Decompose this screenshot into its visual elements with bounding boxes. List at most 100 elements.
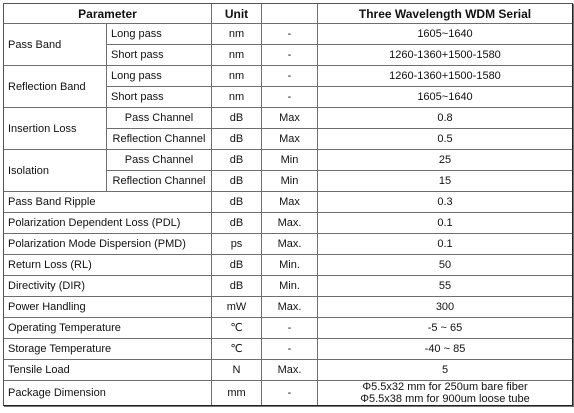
param-group-label: Reflection Band (4, 66, 107, 108)
value-cell: 1260-1360+1500-1580 (318, 45, 572, 66)
unit-cell: dB (212, 171, 262, 192)
table-row: Short pass nm - 1605~1640 (4, 87, 572, 108)
table-row: Tensile Load N Max. 5 (4, 360, 572, 381)
qualifier-cell: - (262, 24, 318, 45)
param-label: Package Dimension (4, 381, 212, 405)
qualifier-cell: Min. (262, 255, 318, 276)
qualifier-cell: Min (262, 150, 318, 171)
table-row: Directivity (DIR) dB Min. 55 (4, 276, 572, 297)
table-row: Reflection Channel dB Min 15 (4, 171, 572, 192)
param-sub-label: Long pass (107, 24, 212, 45)
value-cell: -40 ~ 85 (318, 339, 572, 360)
qualifier-cell: Max (262, 108, 318, 129)
value-cell: 1605~1640 (318, 24, 572, 45)
qualifier-cell: - (262, 66, 318, 87)
value-cell: 0.3 (318, 192, 572, 213)
header-unit: Unit (212, 4, 262, 24)
value-cell: -5 ~ 65 (318, 318, 572, 339)
table-row: Pass Band Long pass nm - 1605~1640 (4, 24, 572, 66)
table-row: Reflection Channel dB Max 0.5 (4, 129, 572, 150)
value-cell: Φ5.5x32 mm for 250um bare fiber Φ5.5x38 … (318, 381, 572, 405)
param-sub-label: Reflection Channel (107, 129, 212, 150)
unit-cell: ℃ (212, 318, 262, 339)
header-qualifier (262, 4, 318, 24)
header-parameter: Parameter (4, 4, 212, 24)
param-label: Operating Temperature (4, 318, 212, 339)
param-sub-label: Short pass (107, 45, 212, 66)
table-row: Short pass nm - 1260-1360+1500-1580 (4, 45, 572, 66)
unit-cell: dB (212, 255, 262, 276)
spec-table-container: Parameter Unit Three Wavelength WDM Seri… (3, 3, 573, 406)
unit-cell: dB (212, 276, 262, 297)
qualifier-cell: Max (262, 129, 318, 150)
value-cell: 0.8 (318, 108, 572, 129)
qualifier-cell: - (262, 381, 318, 405)
value-cell: 1260-1360+1500-1580 (318, 66, 572, 87)
value-cell: 15 (318, 171, 572, 192)
unit-cell: dB (212, 129, 262, 150)
param-sub-label: Reflection Channel (107, 171, 212, 192)
qualifier-cell: Max. (262, 213, 318, 234)
value-line: Φ5.5x38 mm for 900um loose tube (360, 393, 530, 405)
param-group-label: Insertion Loss (4, 108, 107, 150)
value-cell: 300 (318, 297, 572, 318)
param-label: Return Loss (RL) (4, 255, 212, 276)
param-group-label: Isolation (4, 150, 107, 192)
unit-cell: mm (212, 381, 262, 405)
table-row: Package Dimension mm - Φ5.5x32 mm for 25… (4, 381, 572, 405)
table-row: Polarization Dependent Loss (PDL) dB Max… (4, 213, 572, 234)
unit-cell: nm (212, 66, 262, 87)
param-label: Directivity (DIR) (4, 276, 212, 297)
param-group-label: Pass Band (4, 24, 107, 66)
param-sub-label: Long pass (107, 66, 212, 87)
value-line: Φ5.5x32 mm for 250um bare fiber (362, 381, 528, 393)
table-row: Return Loss (RL) dB Min. 50 (4, 255, 572, 276)
table-row: Isolation Pass Channel dB Min 25 (4, 150, 572, 192)
param-label: Tensile Load (4, 360, 212, 381)
param-label: Power Handling (4, 297, 212, 318)
table-row: Storage Temperature ℃ - -40 ~ 85 (4, 339, 572, 360)
table-row: Operating Temperature ℃ - -5 ~ 65 (4, 318, 572, 339)
unit-cell: ps (212, 234, 262, 255)
qualifier-cell: Max (262, 192, 318, 213)
spec-table: Parameter Unit Three Wavelength WDM Seri… (3, 3, 573, 406)
header-series: Three Wavelength WDM Serial (318, 4, 572, 24)
qualifier-cell: - (262, 318, 318, 339)
table-row: Pass Band Ripple dB Max 0.3 (4, 192, 572, 213)
qualifier-cell: Max. (262, 297, 318, 318)
value-cell: 0.1 (318, 213, 572, 234)
unit-cell: nm (212, 45, 262, 66)
value-cell: 55 (318, 276, 572, 297)
unit-cell: nm (212, 87, 262, 108)
param-label: Pass Band Ripple (4, 192, 212, 213)
table-row: Power Handling mW Max. 300 (4, 297, 572, 318)
qualifier-cell: Max. (262, 360, 318, 381)
header-row: Parameter Unit Three Wavelength WDM Seri… (4, 4, 572, 24)
param-sub-label: Short pass (107, 87, 212, 108)
table-row: Insertion Loss Pass Channel dB Max 0.8 (4, 108, 572, 150)
value-cell: 0.5 (318, 129, 572, 150)
table-row: Reflection Band Long pass nm - 1260-1360… (4, 66, 572, 108)
qualifier-cell: Min (262, 171, 318, 192)
param-sub-label: Pass Channel (107, 108, 212, 129)
unit-cell: nm (212, 24, 262, 45)
table-row: Polarization Mode Dispersion (PMD) ps Ma… (4, 234, 572, 255)
qualifier-cell: - (262, 87, 318, 108)
param-label: Storage Temperature (4, 339, 212, 360)
value-cell: 50 (318, 255, 572, 276)
unit-cell: mW (212, 297, 262, 318)
value-cell: 1605~1640 (318, 87, 572, 108)
param-label: Polarization Dependent Loss (PDL) (4, 213, 212, 234)
unit-cell: dB (212, 150, 262, 171)
qualifier-cell: Max. (262, 234, 318, 255)
param-sub-label: Pass Channel (107, 150, 212, 171)
value-cell: 5 (318, 360, 572, 381)
qualifier-cell: - (262, 45, 318, 66)
qualifier-cell: Min. (262, 276, 318, 297)
unit-cell: dB (212, 213, 262, 234)
unit-cell: N (212, 360, 262, 381)
qualifier-cell: - (262, 339, 318, 360)
value-cell: 0.1 (318, 234, 572, 255)
unit-cell: dB (212, 192, 262, 213)
param-label: Polarization Mode Dispersion (PMD) (4, 234, 212, 255)
